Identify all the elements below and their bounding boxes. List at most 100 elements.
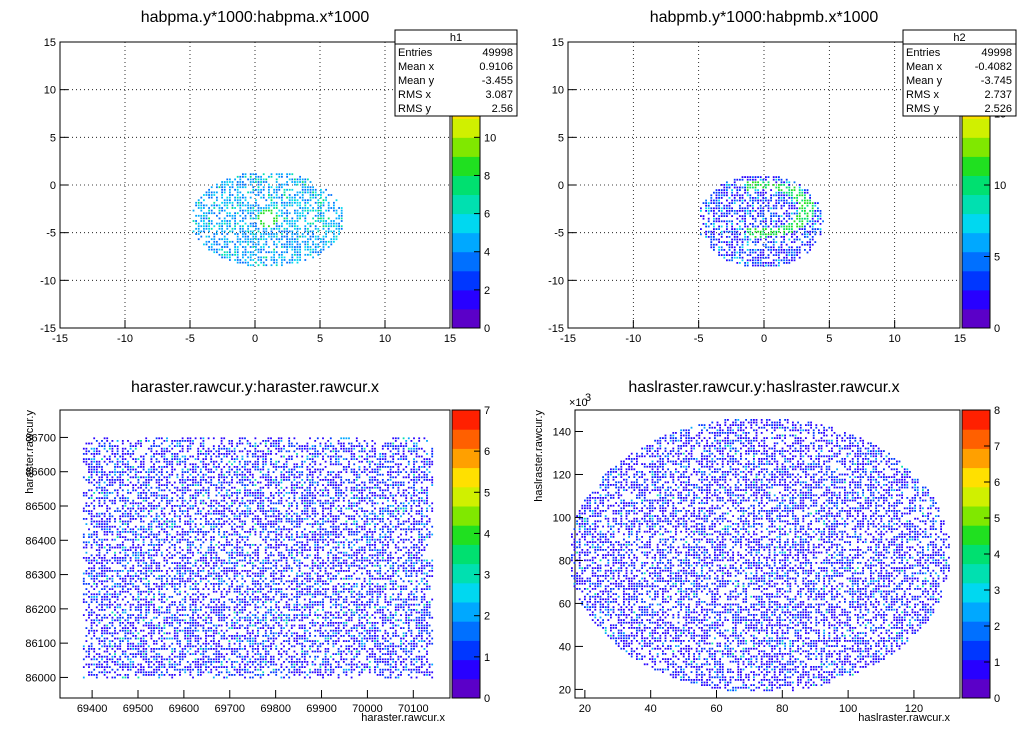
y-axis-label: haraster.rawcur.y [24,410,36,494]
chart-panel-3: haraster.rawcur.y:haraster.rawcur.x 69400… [24,379,490,724]
stats-value: 49998 [981,47,1012,59]
y-tick-label: 10 [552,85,564,97]
colorbar-swatch [962,118,990,138]
x-tick-label: 70000 [352,703,383,715]
stats-value: 3.087 [485,89,513,101]
y-axis-exponent-power: 3 [585,392,591,404]
y-tick-label: 20 [559,684,571,696]
colorbar-tick-label: 1 [484,652,490,664]
colorbar-swatch [452,582,480,603]
x-tick-label: 120 [905,703,923,715]
y-tick-label: -5 [46,228,56,240]
stats-value: 2.56 [492,103,513,115]
x-tick-label: 10 [379,333,391,345]
x-tick-label: 5 [826,333,832,345]
stats-label: Mean y [398,75,435,87]
colorbar-swatch [962,289,990,310]
x-tick-label: 69800 [260,703,291,715]
colorbar-swatch [452,289,480,310]
colorbar-swatch [452,621,480,641]
x-tick-label: -5 [185,333,195,345]
y-tick-label: 0 [50,180,56,192]
x-axis-label: haraster.rawcur.x [361,712,445,724]
x-tick-label: 0 [252,333,258,345]
stats-label: RMS x [398,89,432,101]
stats-box-name: h1 [450,32,462,44]
colorbar-swatch [452,659,480,680]
x-tick-label: 5 [317,333,323,345]
plot-frame [59,409,451,699]
colorbar-tick-label: 6 [484,209,490,221]
x-tick-label: 70100 [398,703,429,715]
colorbar-swatch [452,118,480,138]
stats-label: Mean y [906,75,943,87]
colorbar-tick-label: 4 [994,549,1000,561]
colorbar: 0 1 2 3 4 5 6 7 [451,405,490,705]
colorbar-swatch [962,486,990,507]
colorbar-swatch [962,251,990,272]
stats-value: 2.526 [984,103,1012,115]
colorbar-swatch [962,506,990,526]
x-axis: -15 -10 -5 0 5 10 15 [560,320,966,345]
colorbar-swatch [962,194,990,215]
colorbar-tick-label: 5 [994,513,1000,525]
y-tick-label: 86200 [25,604,56,616]
colorbar-tick-label: 7 [994,441,1000,453]
y-tick-label: 15 [552,37,564,49]
y-tick-label: 86000 [25,672,56,684]
colorbar-tick-label: 4 [484,528,490,540]
colorbar-swatch [962,232,990,253]
x-tick-label: 40 [645,703,657,715]
y-tick-label: 5 [50,132,56,144]
colorbar-swatch [962,659,990,680]
stats-label: RMS y [398,103,432,115]
stats-label: Entries [398,47,433,59]
y-tick-label: 15 [44,37,56,49]
colorbar-swatch [452,506,480,526]
stats-label: Entries [906,47,941,59]
colorbar-swatch [962,678,990,699]
colorbar-swatch [452,525,480,545]
y-tick-label: -10 [548,275,564,287]
y-tick-label: -15 [40,323,56,335]
colorbar-swatch [452,486,480,507]
x-tick-label: -10 [625,333,641,345]
y-tick-label: 86400 [25,535,56,547]
stats-label: RMS x [906,89,940,101]
x-tick-label: 100 [839,703,857,715]
colorbar-tick-label: 5 [484,487,490,499]
colorbar-tick-label: 3 [994,585,1000,597]
colorbar-tick-label: 2 [484,611,490,623]
y-axis-exponent: ×10 [569,397,588,409]
colorbar-swatch [452,563,480,584]
stats-label: Mean x [398,61,435,73]
colorbar-tick-label: 6 [994,477,1000,489]
x-tick-label: -15 [52,333,68,345]
y-axis: 20 40 60 80 100 120 140 [553,426,583,696]
y-tick-label: 100 [553,512,571,524]
colorbar-swatch [452,448,480,469]
y-tick-label: 140 [553,426,571,438]
y-axis: -15 -10 -5 0 5 10 15 [548,37,576,335]
colorbar-swatch [452,467,480,488]
y-tick-label: 120 [553,469,571,481]
colorbar-tick-label: 10 [484,132,496,144]
stats-label: RMS y [906,103,940,115]
colorbar-swatch [452,175,480,196]
x-tick-label: 69700 [214,703,245,715]
colorbar-swatch [962,213,990,234]
y-axis: 86000 86100 86200 86300 86400 86500 86600 86700 [25,432,68,684]
colorbar-swatch [962,544,990,565]
colorbar-swatch [452,213,480,234]
y-tick-label: 86600 [25,467,56,479]
colorbar-swatch [452,137,480,157]
colorbar-swatch [962,602,990,622]
x-tick-label: 0 [761,333,767,345]
colorbar-swatch [452,640,480,661]
stats-value: 2.737 [984,89,1012,101]
x-axis-label: haslraster.rawcur.x [858,712,950,724]
colorbar-swatch [452,232,480,253]
colorbar-swatch [962,156,990,176]
x-tick-label: 20 [579,703,591,715]
x-tick-label: -5 [694,333,704,345]
